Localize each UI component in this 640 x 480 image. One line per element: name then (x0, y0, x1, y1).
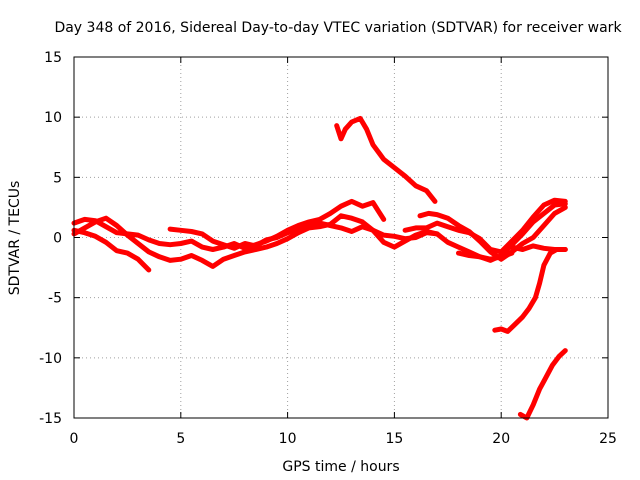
series-layer (71, 115, 568, 421)
y-tick-label: 5 (53, 170, 62, 186)
chart-title: Day 348 of 2016, Sidereal Day-to-day VTE… (54, 20, 622, 36)
y-tick-label: -15 (39, 411, 62, 427)
y-tick-label: 0 (53, 231, 62, 247)
y-tick-label: 10 (44, 110, 62, 126)
x-tick-labels: 0 5 10 15 20 25 (70, 431, 617, 447)
series-line-track-3 (71, 213, 440, 269)
series-line-track-4 (167, 201, 568, 263)
x-tick-label: 20 (492, 431, 510, 447)
grid (74, 57, 608, 418)
series-line-track-6 (417, 204, 568, 262)
x-tick-label: 15 (385, 431, 403, 447)
y-tick-label: 15 (44, 50, 62, 66)
series-line-track-11 (517, 348, 568, 421)
series-line-track-10 (492, 247, 568, 334)
x-tick-label: 5 (176, 431, 185, 447)
ticks (73, 56, 609, 419)
x-axis-label: GPS time / hours (282, 459, 399, 475)
y-tick-labels: -15 -10 -5 0 5 10 15 (39, 50, 62, 427)
series-line-track-7 (456, 250, 515, 262)
series-line-track-9 (334, 115, 438, 204)
y-tick-label: -5 (48, 291, 62, 307)
x-tick-label: 10 (279, 431, 297, 447)
x-tick-label: 25 (599, 431, 617, 447)
series-line-track-1 (71, 227, 152, 273)
y-axis-label: SDTVAR / TECUs (7, 181, 23, 296)
x-tick-label: 0 (70, 431, 79, 447)
y-tick-label: -10 (39, 351, 62, 367)
